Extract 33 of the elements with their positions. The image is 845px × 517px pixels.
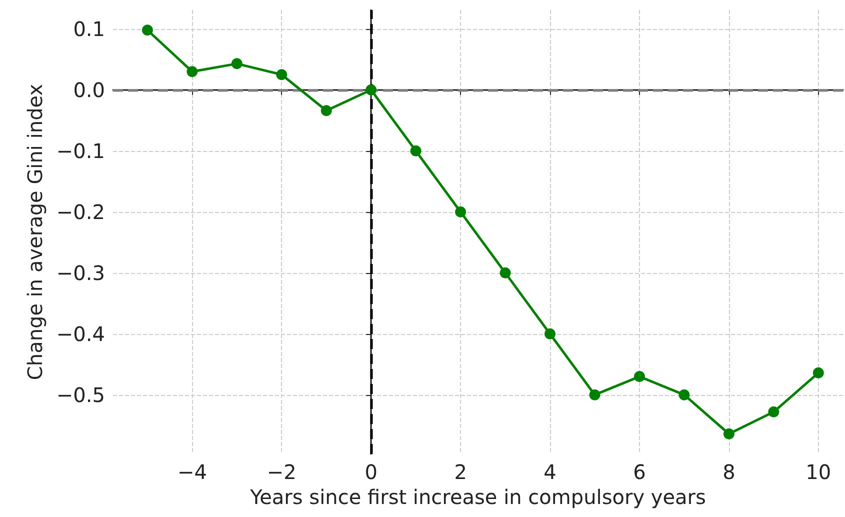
point: [366, 84, 377, 96]
point: [544, 328, 556, 340]
x-tick-label: 6: [633, 460, 646, 484]
x-tick-label: 10: [806, 460, 832, 484]
y-tick-label: −0.2: [56, 200, 105, 224]
point: [455, 206, 466, 218]
y-tick-label: −0.3: [56, 260, 105, 285]
point: [589, 389, 600, 400]
x-tick-label: 4: [544, 460, 556, 484]
y-tick-label: −0.5: [56, 382, 105, 407]
point: [500, 267, 511, 278]
x-axis-title: Years since first increase in compulsory years: [249, 484, 706, 509]
point: [678, 389, 690, 400]
point: [142, 24, 153, 36]
x-tick-label: −2: [266, 460, 296, 484]
point: [231, 58, 242, 70]
point: [768, 406, 780, 418]
point: [186, 66, 198, 78]
point: [723, 428, 734, 440]
y-tick-label: −0.4: [56, 322, 105, 346]
y-tick-label: 0.1: [73, 16, 105, 41]
point: [812, 367, 824, 378]
x-tick-label: 2: [454, 460, 467, 484]
point: [634, 371, 645, 382]
y-tick-label: −0.1: [56, 138, 105, 163]
y-tick-label: 0.0: [73, 78, 105, 102]
point: [276, 69, 288, 80]
y-axis-title: Change in average Gini index: [23, 84, 47, 380]
point: [320, 105, 332, 116]
x-tick-label: 0: [364, 460, 378, 484]
point: [410, 145, 422, 156]
x-tick-label: 8: [722, 460, 736, 484]
x-tick-label: −4: [177, 460, 207, 484]
